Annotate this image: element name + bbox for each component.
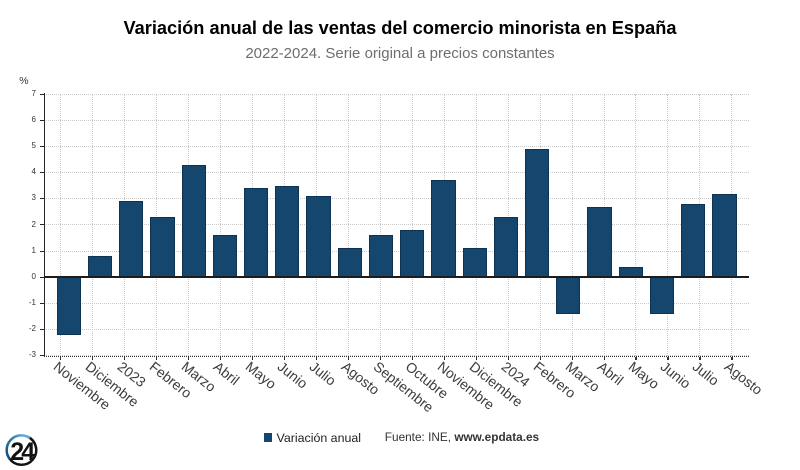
- svg-text:24: 24: [10, 438, 35, 466]
